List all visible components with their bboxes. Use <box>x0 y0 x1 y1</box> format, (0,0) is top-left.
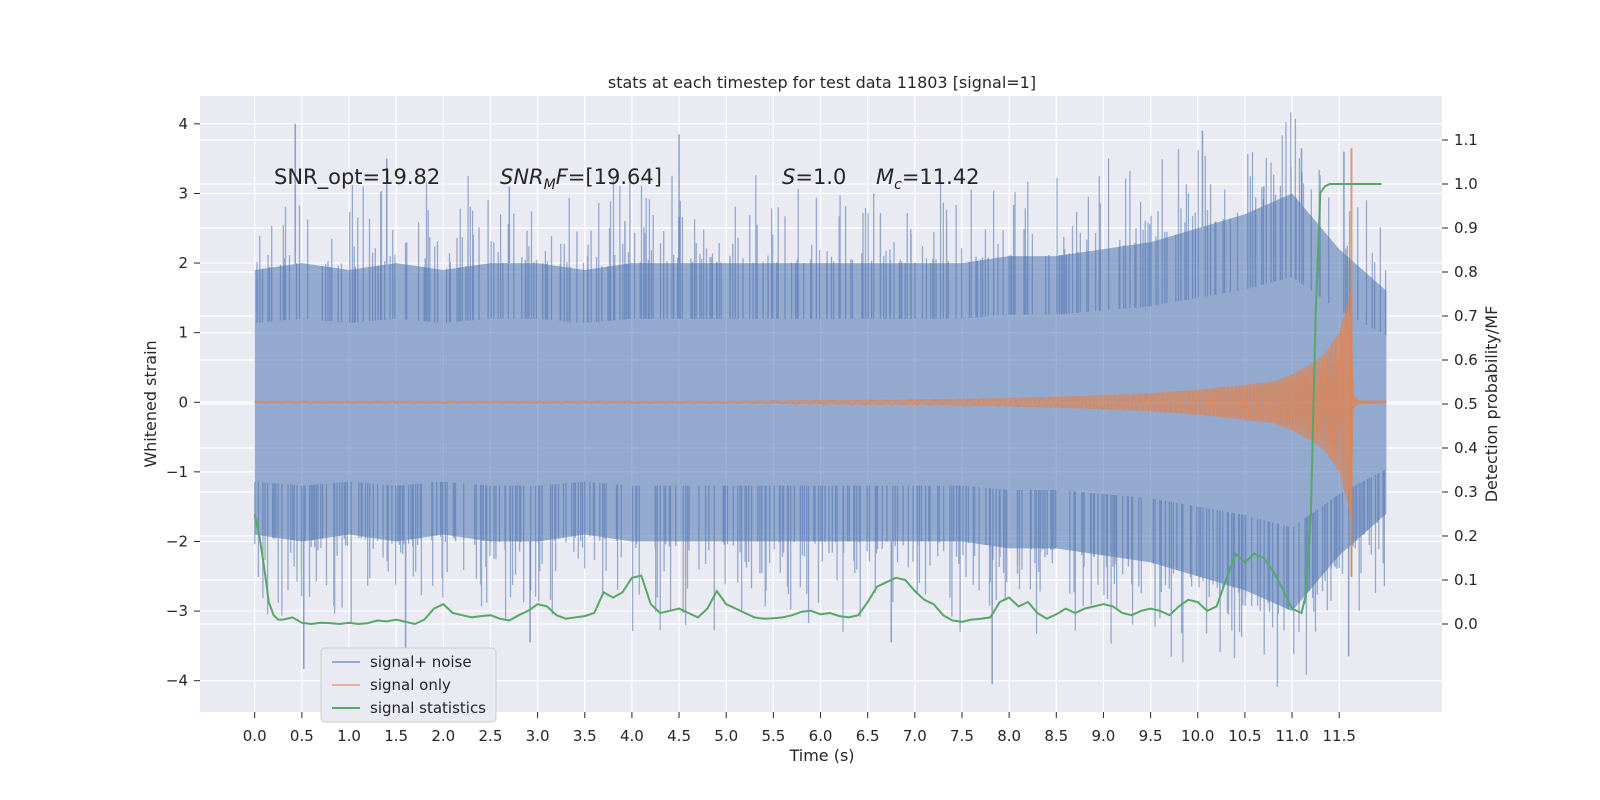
annotation-subscript: M <box>544 177 556 193</box>
legend: signal+ noise signal only signal statist… <box>320 647 497 723</box>
y-tick-label-right: 0.6 <box>1454 351 1478 369</box>
x-axis-ticks: 0.0 0.5 1.0 1.5 2.0 2.5 3.0 3.5 4.0 4.5 5.0 5.5 6.0 6… <box>243 712 1356 745</box>
y-tick-label-left: −2 <box>166 532 188 550</box>
x-tick-label: 9.0 <box>1092 727 1116 745</box>
x-tick-label: 5.5 <box>761 727 785 745</box>
right-axis-ticks: 0.0 0.1 0.2 0.3 0.4 0.5 0.6 0.7 0.8 0.9 1.0 1.1 <box>1442 131 1478 633</box>
annotation-main: S <box>782 165 795 189</box>
x-tick-label: 6.5 <box>856 727 880 745</box>
y-tick-label-right: 0.7 <box>1454 307 1478 325</box>
annotation-text: SNRMF=[19.64] <box>500 165 662 193</box>
y-tick-label-left: 1 <box>178 324 188 342</box>
x-tick-label: 1.0 <box>337 727 361 745</box>
y-tick-label-right: 0.0 <box>1454 615 1478 633</box>
y-tick-label-right: 0.4 <box>1454 439 1478 457</box>
y-tick-label-left: 4 <box>178 115 188 133</box>
signal-only-line <box>254 305 1387 515</box>
noise-spikes <box>254 112 1387 687</box>
y-tick-label-right: 0.1 <box>1454 571 1478 589</box>
y-axis-label-left: Whitened strain <box>141 340 160 467</box>
x-tick-label: 3.5 <box>573 727 597 745</box>
annotation-main: SNR_opt=19.82 <box>274 165 440 190</box>
x-tick-label: 7.5 <box>950 727 974 745</box>
chart-title: stats at each timestep for test data 118… <box>608 73 1036 92</box>
annotation-text: S=1.0 <box>782 165 846 189</box>
x-tick-label: 10.5 <box>1228 727 1261 745</box>
annotation-value: =1.0 <box>795 165 846 189</box>
y-tick-label-left: −4 <box>166 672 188 690</box>
annotation-text: SNR_opt=19.82 <box>274 165 440 190</box>
legend-label-signal-noise: signal+ noise <box>370 653 472 671</box>
y-tick-label-left: 3 <box>178 184 188 202</box>
y-tick-label-left: −3 <box>166 602 188 620</box>
signal-statistics-line <box>253 183 1382 626</box>
x-tick-label: 4.5 <box>667 727 691 745</box>
x-tick-label: 3.0 <box>526 727 550 745</box>
annotation-italic: F <box>556 165 569 189</box>
y-tick-label-right: 1.1 <box>1454 131 1478 149</box>
x-tick-label: 7.0 <box>903 727 927 745</box>
x-tick-label: 10.0 <box>1181 727 1214 745</box>
left-axis-ticks: −4 −3 −2 −1 0 1 2 3 4 <box>166 115 200 690</box>
x-tick-label: 11.5 <box>1323 727 1356 745</box>
legend-label-signal-statistics: signal statistics <box>370 699 486 717</box>
annotation-text: Mc=11.42 <box>876 165 980 193</box>
y-tick-label-right: 0.8 <box>1454 263 1478 281</box>
y-tick-label-left: 0 <box>178 393 188 411</box>
x-tick-label: 2.5 <box>479 727 503 745</box>
annotations: SNR_opt=19.82 SNRMF=[19.64] S=1.0 Mc=11.42 <box>274 165 980 193</box>
y-tick-label-right: 1.0 <box>1454 175 1478 193</box>
signal-only-series <box>254 148 1387 577</box>
x-tick-label: 6.0 <box>809 727 833 745</box>
annotation-subscript: c <box>894 177 902 193</box>
x-tick-label: 9.5 <box>1139 727 1163 745</box>
signal-statistics-series <box>253 183 1382 626</box>
x-tick-label: 8.0 <box>997 727 1021 745</box>
y-tick-label-right: 0.3 <box>1454 483 1478 501</box>
x-tick-label: 11.0 <box>1275 727 1308 745</box>
y-tick-label-right: 0.9 <box>1454 219 1478 237</box>
annotation-value: =11.42 <box>902 165 980 189</box>
annotation-main: SNR <box>500 165 544 189</box>
annotation-main: M <box>876 165 894 189</box>
x-tick-label: 0.0 <box>243 727 267 745</box>
y-tick-label-right: 0.2 <box>1454 527 1478 545</box>
legend-label-signal-only: signal only <box>370 676 451 694</box>
x-tick-label: 2.0 <box>431 727 455 745</box>
x-tick-label: 5.0 <box>714 727 738 745</box>
y-tick-label-left: −1 <box>166 463 188 481</box>
x-tick-label: 8.5 <box>1044 727 1068 745</box>
annotation-value: =[19.64] <box>568 165 662 189</box>
x-axis-label: Time (s) <box>788 746 854 765</box>
legend-box <box>320 647 497 723</box>
y-tick-label-right: 0.5 <box>1454 395 1478 413</box>
y-axis-label-right: Detection probability/MF <box>1482 306 1501 503</box>
x-tick-label: 0.5 <box>290 727 314 745</box>
y-tick-label-left: 2 <box>178 254 188 272</box>
x-tick-label: 4.0 <box>620 727 644 745</box>
x-tick-label: 1.5 <box>384 727 408 745</box>
